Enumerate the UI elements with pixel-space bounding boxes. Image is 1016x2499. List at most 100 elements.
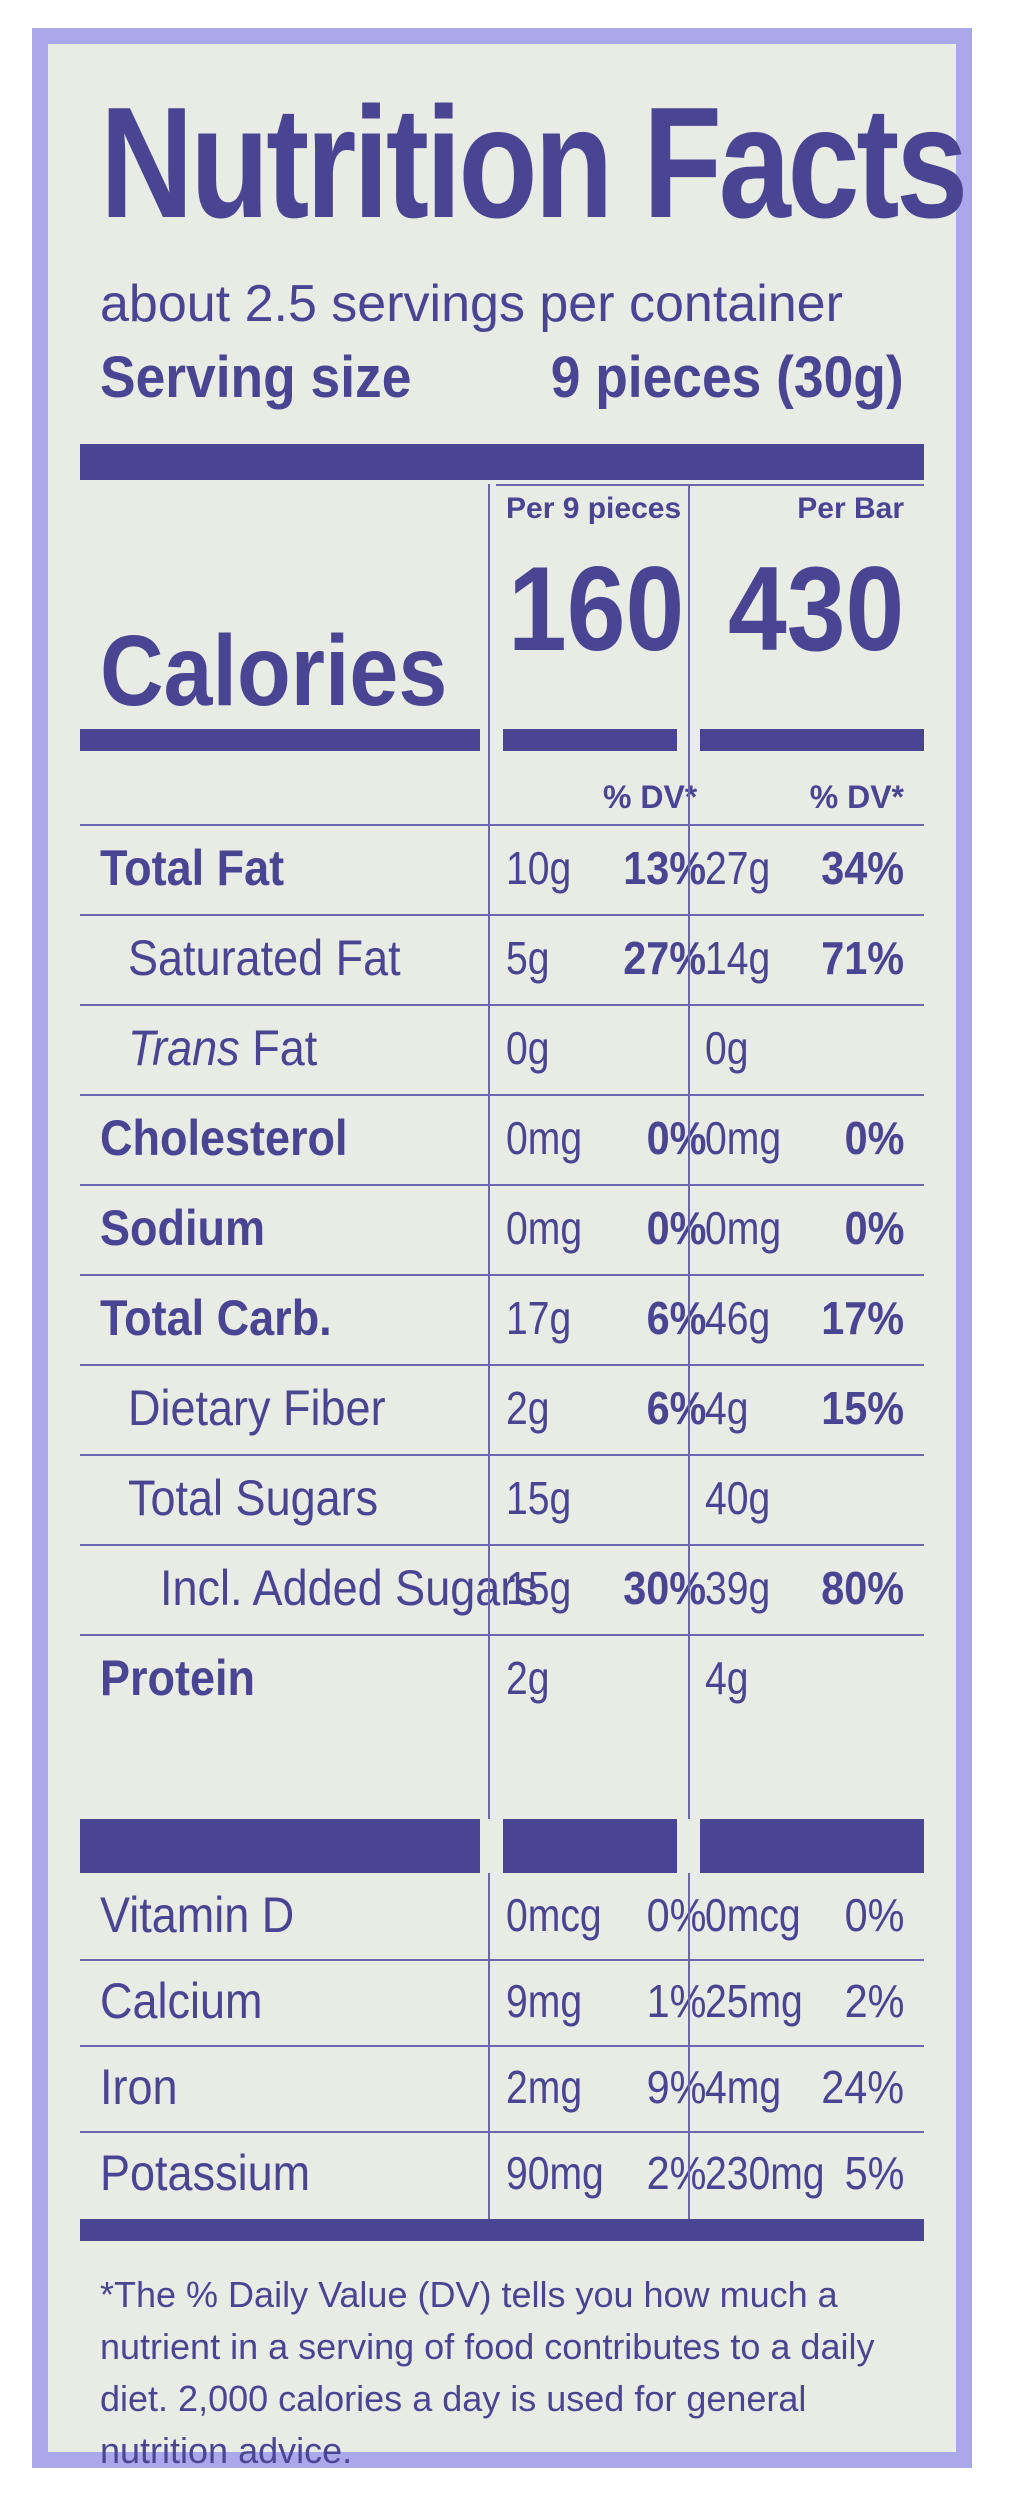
dv-header-per-serving: % DV* (603, 779, 698, 815)
vitamin-label: Calcium (100, 1973, 263, 2029)
vitamin-row-rule (80, 2131, 924, 2133)
nutrient-percent-dv: 15% (821, 1382, 904, 1434)
nutrient-percent-dv: 80% (821, 1562, 904, 1614)
nutrient-percent-dv: 0% (844, 1202, 904, 1254)
nutrient-amount: 10g (506, 842, 572, 894)
serving-size-value: 9 pieces (30g) (551, 345, 904, 410)
vitamin-amount: 25mg (705, 1975, 803, 2027)
nutrient-percent-dv: 17% (821, 1292, 904, 1344)
nutrient-amount: 17g (506, 1292, 572, 1344)
nutrient-amount: 4g (705, 1382, 749, 1434)
vitamin-percent-dv: 0% (646, 1889, 706, 1941)
nutrient-label: Saturated Fat (128, 930, 401, 986)
nutrient-label-text: Fat (252, 1020, 318, 1076)
nutrient-amount: 0g (506, 1022, 550, 1074)
nutrient-label: Total Fat (100, 840, 285, 896)
nutrient-amount: 0mg (506, 1112, 583, 1164)
nutrient-label: Sodium (100, 1200, 265, 1256)
column-header-rule (496, 484, 924, 486)
nutrient-percent-dv: 6% (646, 1382, 706, 1434)
nutrient-label: Total Sugars (128, 1470, 379, 1526)
calories-divider-right (700, 729, 924, 751)
thick-divider (80, 444, 924, 480)
nutrient-label: Dietary Fiber (128, 1380, 386, 1436)
vitamin-amount: 0mcg (705, 1889, 801, 1941)
nutrient-amount: 46g (705, 1292, 771, 1344)
vitamin-percent-dv: 9% (646, 2061, 706, 2113)
nutrient-amount: 0g (705, 1022, 749, 1074)
vitamin-divider-right (700, 1819, 924, 1873)
calories-per-serving: 160 (508, 542, 685, 676)
calories-divider-left (80, 729, 480, 751)
row-rule (80, 824, 924, 826)
vitamin-percent-dv: 1% (646, 1975, 706, 2027)
vitamin-amount: 230mg (705, 2147, 825, 2199)
nutrient-amount: 0mg (506, 1202, 583, 1254)
vitamin-percent-dv: 24% (821, 2061, 904, 2113)
vitamin-percent-dv: 2% (646, 2147, 706, 2199)
vitamin-percent-dv: 5% (844, 2147, 904, 2199)
nutrition-panel: Nutrition Facts about 2.5 servings per c… (48, 44, 968, 2471)
vitamin-amount: 4mg (705, 2061, 782, 2113)
nutrient-label: Incl. Added Sugars (160, 1560, 538, 1616)
calories-per-bar: 430 (727, 542, 904, 676)
footnote-divider (80, 2219, 924, 2241)
row-rule (80, 1274, 924, 1276)
label-title: Nutrition Facts (100, 75, 968, 251)
column-separator-right-vitamins (688, 1873, 690, 2219)
nutrient-amount: 14g (705, 932, 771, 984)
column-header-per-bar: Per Bar (797, 492, 904, 525)
row-rule (80, 1454, 924, 1456)
nutrient-label: Protein (100, 1650, 256, 1706)
row-rule (80, 1634, 924, 1636)
nutrient-amount: 27g (705, 842, 771, 894)
servings-per-container: about 2.5 servings per container (100, 275, 843, 333)
vitamin-amount: 2mg (506, 2061, 583, 2113)
nutrient-percent-dv: 13% (623, 842, 706, 894)
nutrient-percent-dv: 71% (821, 932, 904, 984)
nutrient-label: Cholesterol (100, 1110, 348, 1166)
vitamin-label: Vitamin D (100, 1887, 295, 1943)
nutrient-label-italic: Trans (128, 1020, 240, 1076)
nutrient-percent-dv: 0% (844, 1112, 904, 1164)
column-separator-left (488, 484, 490, 1819)
serving-size-label: Serving size (100, 345, 412, 410)
row-rule (80, 1184, 924, 1186)
nutrient-amount: 15g (506, 1472, 572, 1524)
vitamin-percent-dv: 0% (844, 1889, 904, 1941)
nutrient-amount: 40g (705, 1472, 771, 1524)
nutrient-amount: 2g (506, 1382, 550, 1434)
nutrient-percent-dv: 0% (646, 1202, 706, 1254)
nutrient-percent-dv: 27% (623, 932, 706, 984)
nutrient-amount: 15g (506, 1562, 572, 1614)
calories-divider-mid (503, 729, 677, 751)
vitamin-amount: 90mg (506, 2147, 604, 2199)
column-header-per-serving: Per 9 pieces (506, 492, 682, 525)
nutrient-percent-dv: 30% (623, 1562, 706, 1614)
vitamin-percent-dv: 2% (844, 1975, 904, 2027)
nutrient-label: Total Carb. (100, 1290, 332, 1346)
vitamin-divider-mid (503, 1819, 677, 1873)
column-separator-right (688, 484, 690, 1819)
row-rule (80, 1544, 924, 1546)
nutrition-label: Nutrition Facts about 2.5 servings per c… (32, 28, 972, 2471)
row-rule (80, 1364, 924, 1366)
row-rule (80, 1004, 924, 1006)
nutrient-amount: 0mg (705, 1202, 782, 1254)
footnote: *The % Daily Value (DV) tells you how mu… (100, 2274, 875, 2471)
row-rule (80, 1094, 924, 1096)
nutrient-label: Trans Fat (128, 1019, 317, 1077)
nutrient-amount: 0mg (705, 1112, 782, 1164)
vitamin-label: Potassium (100, 2145, 311, 2201)
calories-label: Calories (100, 615, 448, 727)
vitamin-divider-left (80, 1819, 480, 1873)
vitamin-amount: 0mcg (506, 1889, 602, 1941)
nutrient-percent-dv: 34% (821, 842, 904, 894)
nutrient-percent-dv: 0% (646, 1112, 706, 1164)
vitamin-row-rule (80, 1959, 924, 1961)
nutrient-percent-dv: 6% (646, 1292, 706, 1344)
column-separator-left-vitamins (488, 1873, 490, 2219)
vitamin-label: Iron (100, 2059, 178, 2115)
dv-header-per-bar: % DV* (809, 779, 904, 815)
vitamin-row-rule (80, 2045, 924, 2047)
